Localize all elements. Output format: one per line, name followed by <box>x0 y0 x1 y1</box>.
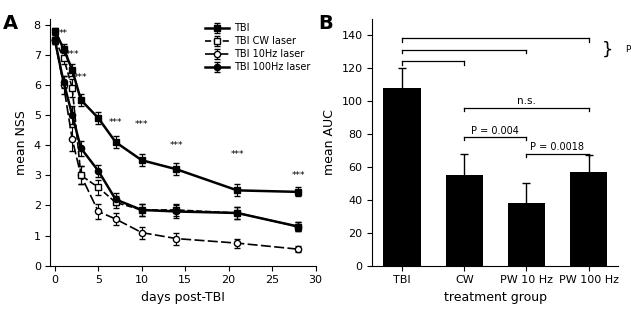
X-axis label: days post-TBI: days post-TBI <box>141 291 225 304</box>
Text: B: B <box>318 14 333 32</box>
Y-axis label: mean AUC: mean AUC <box>323 109 336 175</box>
Text: P = 0.004: P = 0.004 <box>471 125 519 136</box>
Text: ***: *** <box>170 141 183 150</box>
Text: A: A <box>3 14 18 32</box>
Text: }: } <box>602 41 613 59</box>
Text: ***: *** <box>292 171 305 180</box>
X-axis label: treatment group: treatment group <box>444 291 547 304</box>
Text: ***: *** <box>135 120 148 129</box>
Text: P < 0.0001: P < 0.0001 <box>626 45 631 54</box>
Bar <box>570 172 607 266</box>
Text: ***: *** <box>230 150 244 159</box>
Y-axis label: mean NSS: mean NSS <box>15 110 28 175</box>
Bar <box>508 203 545 266</box>
Legend: TBI, TBI CW laser, TBI 10Hz laser, TBI 100Hz laser: TBI, TBI CW laser, TBI 10Hz laser, TBI 1… <box>205 23 310 72</box>
Text: ***: *** <box>109 118 122 127</box>
Text: n.s.: n.s. <box>517 96 536 106</box>
Text: **: ** <box>59 29 68 38</box>
Text: ***: *** <box>74 73 88 82</box>
Text: ***: *** <box>66 50 79 59</box>
Bar <box>445 175 483 266</box>
Text: P = 0.0018: P = 0.0018 <box>531 142 584 152</box>
Bar <box>384 88 421 266</box>
